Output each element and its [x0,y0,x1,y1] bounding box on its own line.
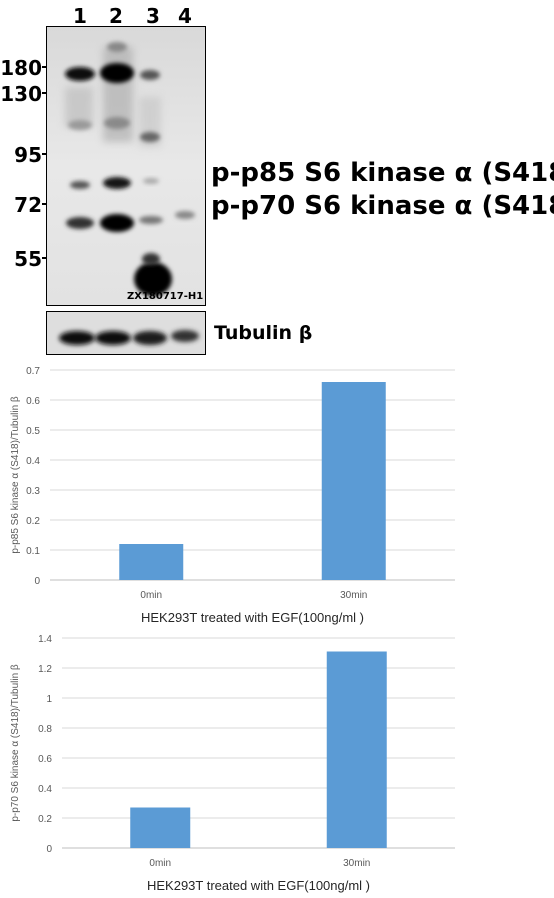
lane-label-2: 2 [109,4,123,28]
bar-30min [326,651,387,848]
y-tick-label: 0.5 [26,426,40,437]
lane-label-4: 4 [178,4,192,28]
y-axis-title: p-p70 S6 kinase α (S418)/Tubulin β [10,664,21,822]
y-tick-label: 0.4 [38,784,52,795]
y-tick-label: 1 [46,694,52,705]
x-tick-label: 0min [149,858,171,869]
bar-0min [130,807,191,848]
y-axis-title: p-p85 S6 kinase α (S418)/Tubulin β [10,396,21,554]
y-tick-label: 0.8 [38,724,52,735]
western-blot-tubulin [46,311,206,355]
y-tick-label: 0.4 [26,456,40,467]
x-tick-label: 30min [340,590,367,601]
y-tick-label: 0.6 [26,396,40,407]
mw-marker-95: 95 [14,143,42,167]
mw-marker-72: 72 [14,193,42,217]
y-tick-label: 0 [34,576,40,587]
target-label-p85: p-p85 S6 kinase α (S418) [211,158,554,188]
mw-tick [42,153,49,155]
bar-chart-p70: 0 0.2 0.4 0.6 0.8 1 1.2 1.4 0min 30min p-p70 S6 ki… [10,634,455,893]
y-tick-label: 0.7 [26,366,40,377]
tubulin-bands [47,312,205,354]
bar-30min [321,382,386,580]
loading-control-label: Tubulin β [214,322,313,344]
y-tick-label: 0.3 [26,486,40,497]
mw-tick [42,92,49,94]
mw-tick [42,66,49,68]
mw-marker-180: 180 [0,56,42,80]
y-tick-label: 0.2 [38,814,52,825]
y-tick-label: 1.2 [38,664,52,675]
x-axis-title: HEK293T treated with EGF(100ng/ml ) [141,610,364,625]
x-axis-title: HEK293T treated with EGF(100ng/ml ) [147,878,370,893]
lane-label-1: 1 [73,4,87,28]
mw-tick [42,203,49,205]
mw-tick [42,257,49,259]
mw-marker-130: 130 [0,82,42,106]
target-label-p70: p-p70 S6 kinase α (S418) [211,191,554,221]
bar-0min [119,544,184,580]
y-tick-label: 0.6 [38,754,52,765]
y-tick-label: 1.4 [38,634,52,645]
blot-id: ZX180717-H1 [127,291,204,302]
y-tick-label: 0.1 [26,546,40,557]
y-tick-label: 0.2 [26,516,40,527]
mw-marker-55: 55 [14,247,42,271]
x-tick-label: 0min [140,590,162,601]
blot-bands [47,27,205,305]
bar-chart-p85: 0 0.1 0.2 0.3 0.4 0.5 0.6 0.7 0min 30min p-p85 S6 … [10,366,455,625]
lane-label-3: 3 [146,4,160,28]
x-tick-label: 30min [343,858,370,869]
western-blot-main: ZX180717-H1 [46,26,206,306]
y-tick-label: 0 [46,844,52,855]
